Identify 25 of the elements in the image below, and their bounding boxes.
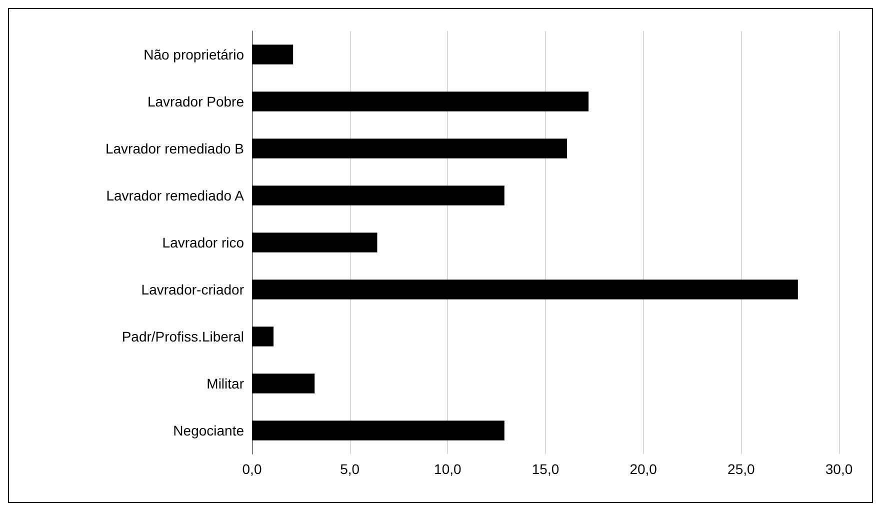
x-tick-label: 25,0 [728,461,756,477]
bar [252,138,568,158]
y-tick-label: Lavrador rico [162,234,244,250]
x-tick-label: 15,0 [532,461,560,477]
y-tick-label: Lavrador remediado B [105,140,244,156]
bar [252,326,274,346]
x-tick-label: 30,0 [825,461,853,477]
bar [252,186,504,206]
bar [252,44,294,64]
y-tick-label: Lavrador-criador [141,282,244,298]
y-tick-label: Não proprietário [144,46,244,62]
x-tick-label: 0,0 [242,461,262,477]
y-tick-label: Militar [206,376,244,392]
bar [252,92,589,112]
bar [252,420,504,440]
bar [252,280,798,300]
bar [252,374,315,394]
y-tick-label: Negociante [173,422,244,438]
y-tick-label: Lavrador Pobre [147,94,244,110]
x-tick-label: 10,0 [434,461,462,477]
x-tick-label: 20,0 [630,461,658,477]
bar [252,232,378,252]
x-tick-label: 5,0 [340,461,360,477]
y-tick-label: Padr/Profiss.Liberal [122,328,244,344]
y-tick-label: Lavrador remediado A [106,188,245,204]
